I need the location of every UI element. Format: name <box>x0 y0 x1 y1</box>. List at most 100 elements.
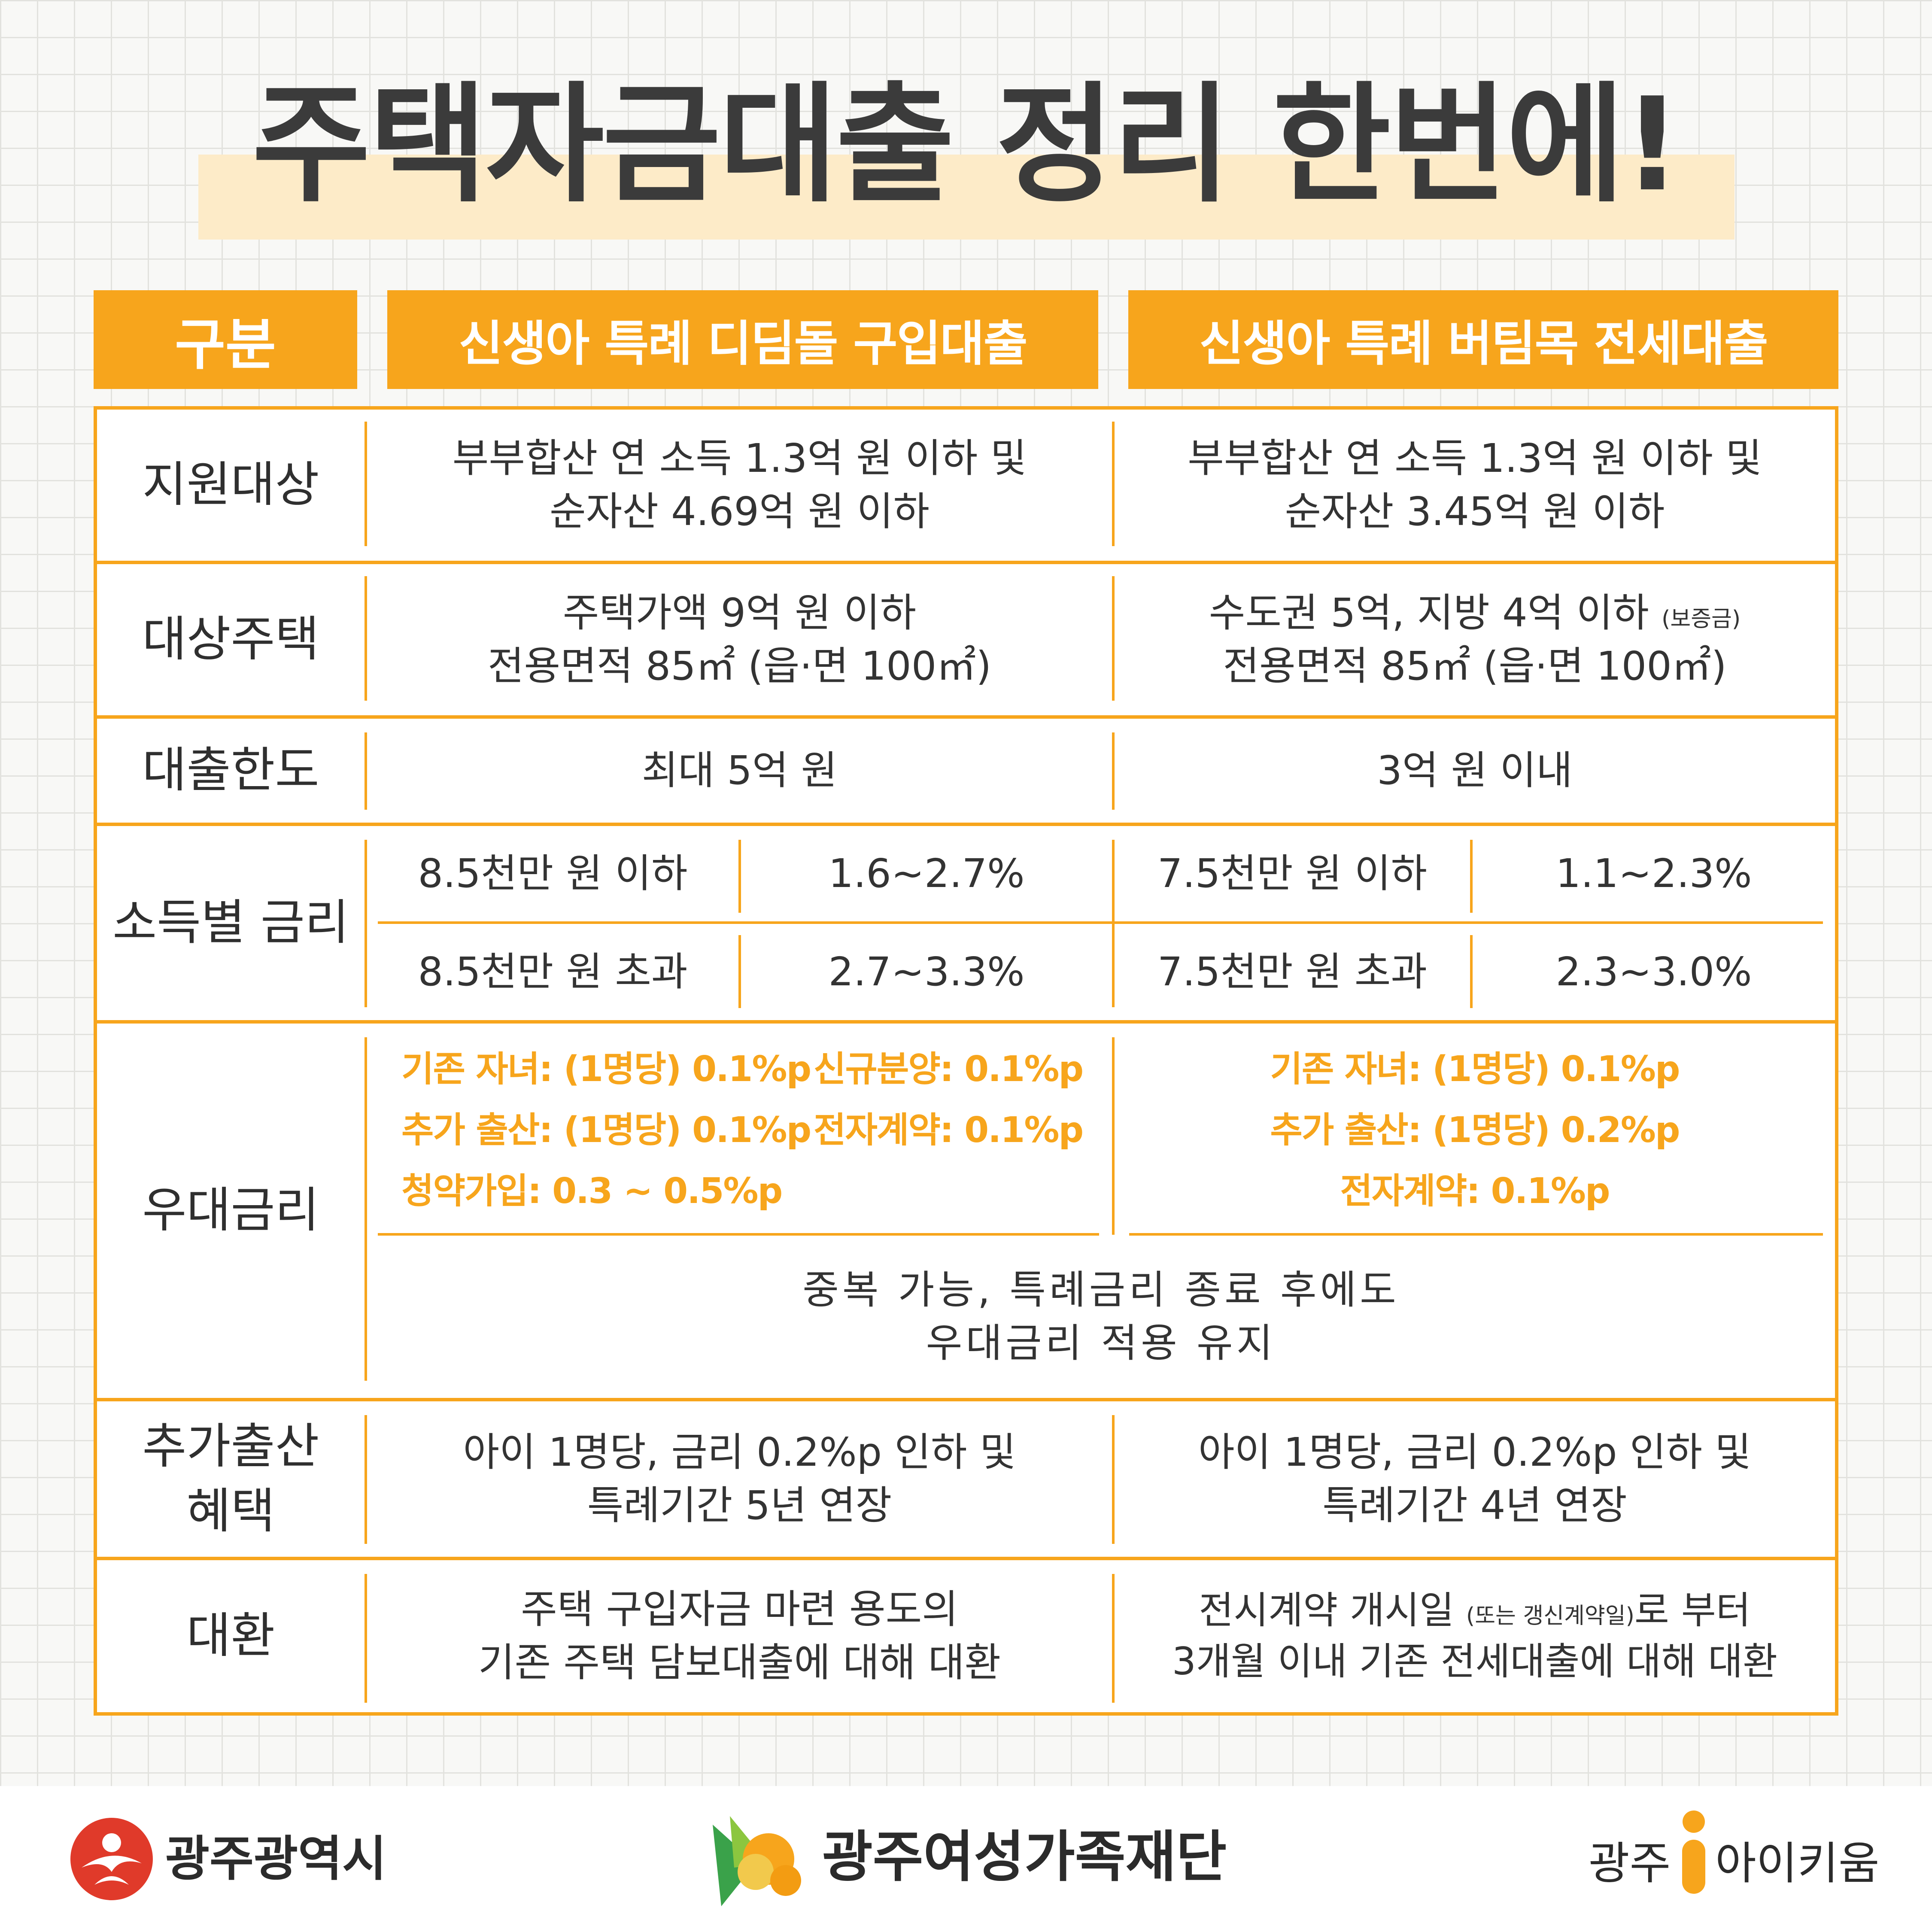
column-divider <box>1112 1574 1115 1703</box>
column-divider <box>1112 1415 1115 1544</box>
row-divider <box>94 1557 1838 1560</box>
sub-column-divider <box>738 840 741 913</box>
text-line: 혜택 <box>186 1483 275 1539</box>
cell-target-house-didimdol: 주택가액 9억 원 이하 전용면적 85㎡ (읍·면 100㎡) <box>367 564 1112 715</box>
column-divider <box>365 1574 367 1703</box>
interest-rate: 2.3~3.0% <box>1555 948 1752 995</box>
sub-column-divider <box>738 935 741 1008</box>
renewal-note: (또는 갱신계약일) <box>1466 1603 1634 1629</box>
foundation-name: 광주여성가족재단 <box>822 1825 1227 1889</box>
text-line: 전용면적 85㎡ (읍·면 100㎡) <box>1223 643 1727 689</box>
column-divider <box>365 576 367 701</box>
text-line: 주택 구입자금 마련 용도의 <box>521 1586 958 1632</box>
text-line: 수도권 5억, 지방 4억 이하 (보증금) <box>1209 586 1741 640</box>
text-line: 부부합산 연 소득 1.3억 원 이하 및 <box>1188 435 1762 481</box>
row-label-preferential-rate: 우대금리 <box>142 1182 319 1239</box>
aikium-suffix: 아이키움 <box>1715 1837 1880 1889</box>
text-line: 순자산 4.69억 원 이하 <box>549 489 930 535</box>
cell-extra-birth-didimdol: 아이 1명당, 금리 0.2%p 인하 및 특례기간 5년 연장 <box>367 1401 1112 1557</box>
cell-refinance-didimdol: 주택 구입자금 마련 용도의 기존 주택 담보대출에 대해 대환 <box>367 1560 1112 1712</box>
text-line: 전용면적 85㎡ (읍·면 100㎡) <box>487 643 992 689</box>
sub-column-divider <box>1470 840 1473 913</box>
text-line: 전시계약 개시일 (또는 갱신계약일)로 부터 <box>1199 1585 1751 1636</box>
column-divider <box>365 732 367 810</box>
row-label-extra-birth: 추가출산 혜택 <box>97 1401 365 1557</box>
header-beotimmok-loan: 신생아 특례 버팀목 전세대출 <box>1128 290 1838 389</box>
text-line: 아이 1명당, 금리 0.2%p 인하 및 <box>1198 1429 1751 1475</box>
preferential-common-note: 중복 가능, 특례금리 종료 후에도 우대금리 적용 유지 <box>367 1236 1835 1398</box>
row-label-target-house: 대상주택 <box>142 611 319 668</box>
comparison-table <box>94 406 1838 1716</box>
income-bracket: 7.5천만 원 초과 <box>1157 948 1427 995</box>
sub-row-divider <box>378 921 1823 924</box>
preferential-item: 전자계약: 0.1%p <box>814 1110 1084 1151</box>
text-line: 특례기간 5년 연장 <box>587 1482 892 1528</box>
cell-refinance-beotimmok: 전시계약 개시일 (또는 갱신계약일)로 부터 3개월 이내 기존 전세대출에 … <box>1115 1560 1835 1712</box>
text-line: 부부합산 연 소득 1.3억 원 이하 및 <box>452 435 1027 481</box>
income-bracket: 7.5천만 원 이하 <box>1157 850 1427 896</box>
sub-row-divider <box>378 1233 1099 1236</box>
preferential-list-beotimmok: 기존 자녀: (1명당) 0.1%p 추가 출산: (1명당) 0.2%p 전자… <box>1115 1039 1835 1224</box>
row-divider <box>94 1020 1838 1024</box>
column-divider <box>1112 422 1115 546</box>
text-span: 로 부터 <box>1634 1588 1751 1633</box>
preferential-list-didimdol-right: 신규분양: 0.1%p 전자계약: 0.1%p <box>814 1039 1097 1168</box>
gwangju-city-logo-icon <box>69 1816 155 1902</box>
cell-target-house-beotimmok: 수도권 5억, 지방 4억 이하 (보증금) 전용면적 85㎡ (읍·면 100… <box>1115 564 1835 715</box>
cell-support-target-didimdol: 부부합산 연 소득 1.3억 원 이하 및 순자산 4.69억 원 이하 <box>367 410 1112 561</box>
page-title: 주택자금대출 정리 한번에! <box>252 70 1682 220</box>
interest-rate: 1.6~2.7% <box>828 850 1025 896</box>
row-label-income-rate: 소득별 금리 <box>112 895 349 951</box>
row-label-refinance: 대환 <box>186 1608 275 1664</box>
text-span: 수도권 5억, 지방 4억 이하 <box>1209 589 1662 636</box>
text-span: 전시계약 개시일 <box>1199 1588 1466 1633</box>
column-divider <box>1112 576 1115 701</box>
header-didimdol-loan: 신생아 특례 디딤돌 구입대출 <box>387 290 1098 389</box>
column-divider <box>365 840 367 1007</box>
deposit-note: (보증금) <box>1662 606 1741 632</box>
preferential-item: 추가 출산: (1명당) 0.1%p <box>401 1110 811 1151</box>
sub-row-divider <box>1129 1233 1823 1236</box>
header-category: 구분 <box>94 290 357 389</box>
text-line: 순자산 3.45억 원 이하 <box>1285 489 1665 535</box>
row-divider <box>94 561 1838 564</box>
column-divider <box>365 1037 367 1381</box>
preferential-item: 신규분양: 0.1%p <box>814 1049 1084 1090</box>
income-bracket: 8.5천만 원 이하 <box>418 850 688 896</box>
row-divider <box>94 715 1838 719</box>
text-line: 주택가액 9억 원 이하 <box>562 589 917 636</box>
sub-column-divider <box>1470 935 1473 1008</box>
preferential-item: 청약가입: 0.3 ~ 0.5%p <box>401 1171 783 1212</box>
row-label-loan-limit: 대출한도 <box>142 742 319 799</box>
row-label-support-target: 지원대상 <box>142 457 319 513</box>
text-line: 추가출산 <box>142 1418 319 1474</box>
text-line: 아이 1명당, 금리 0.2%p 인하 및 <box>463 1429 1016 1475</box>
gwangju-city-name: 광주광역시 <box>165 1831 387 1887</box>
foundation-logo-icon <box>704 1807 816 1919</box>
income-bracket: 8.5천만 원 초과 <box>418 948 688 995</box>
footer-bar <box>0 1786 1932 1932</box>
aikium-i-icon <box>1679 1810 1709 1896</box>
cell-loan-limit-beotimmok: 3억 원 이내 <box>1377 747 1573 793</box>
text-line: 중복 가능, 특례금리 종료 후에도 <box>802 1267 1400 1313</box>
text-line: 기존 주택 담보대출에 대해 대환 <box>478 1640 1001 1686</box>
preferential-item: 전자계약: 0.1%p <box>1340 1171 1610 1212</box>
interest-rate: 2.7~3.3% <box>828 948 1025 995</box>
preferential-item: 추가 출산: (1명당) 0.2%p <box>1270 1110 1680 1151</box>
aikium-prefix: 광주 <box>1589 1837 1671 1889</box>
title-highlight <box>198 155 1735 240</box>
column-divider <box>365 1415 367 1544</box>
preferential-item: 기존 자녀: (1명당) 0.1%p <box>1270 1049 1680 1090</box>
text-line: 우대금리 적용 유지 <box>926 1320 1276 1366</box>
cell-extra-birth-beotimmok: 아이 1명당, 금리 0.2%p 인하 및 특례기간 4년 연장 <box>1115 1401 1835 1557</box>
cell-loan-limit-didimdol: 최대 5억 원 <box>641 747 838 793</box>
row-divider <box>94 823 1838 826</box>
column-divider <box>1112 732 1115 810</box>
row-divider <box>94 1398 1838 1401</box>
preferential-item: 기존 자녀: (1명당) 0.1%p <box>401 1049 811 1090</box>
text-line: 특례기간 4년 연장 <box>1322 1482 1627 1528</box>
column-divider <box>365 422 367 546</box>
interest-rate: 1.1~2.3% <box>1555 850 1752 896</box>
column-divider <box>1112 1037 1115 1235</box>
preferential-list-didimdol-left: 기존 자녀: (1명당) 0.1%p 추가 출산: (1명당) 0.1%p 청약… <box>401 1039 811 1224</box>
